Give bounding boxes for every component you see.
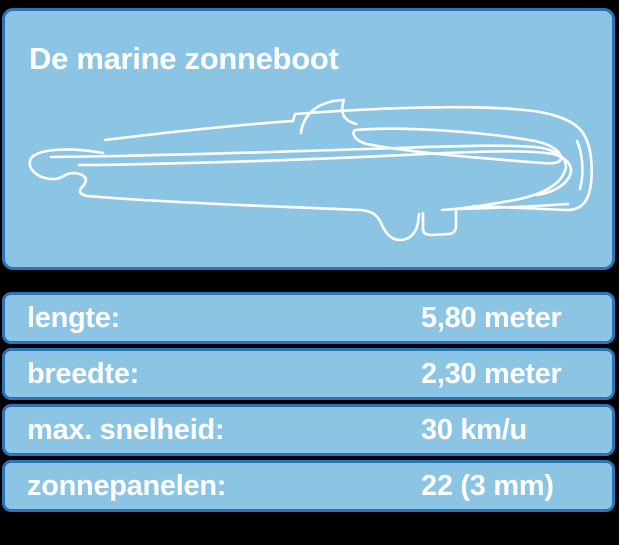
spec-row-lengte: lengte: 5,80 meter [2,292,615,344]
spec-row-breedte: breedte: 2,30 meter [2,348,615,400]
spec-value: 22 (3 mm) [421,469,554,502]
boat-panel: De marine zonneboot [2,8,615,270]
spec-label: breedte: [27,357,140,390]
spec-label: lengte: [27,301,120,334]
spec-row-zonnepanelen: zonnepanelen: 22 (3 mm) [2,460,615,512]
spec-label: zonnepanelen: [27,469,227,502]
spec-label: max. snelheid: [27,413,225,446]
spec-row-max-snelheid: max. snelheid: 30 km/u [2,404,615,456]
spec-value: 2,30 meter [421,357,562,390]
spec-value: 5,80 meter [421,301,562,334]
spec-value: 30 km/u [421,413,527,446]
solar-boat-line-drawing-icon [28,98,594,242]
page-title: De marine zonneboot [29,41,339,76]
